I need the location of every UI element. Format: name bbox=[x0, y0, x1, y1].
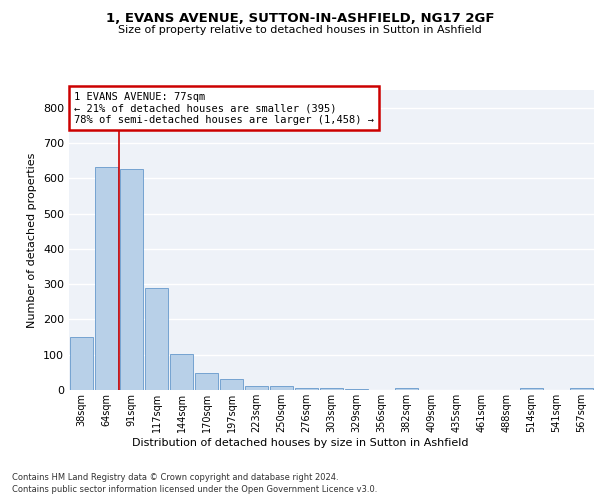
Bar bbox=[295, 388, 318, 390]
Bar bbox=[70, 337, 93, 390]
Text: Contains HM Land Registry data © Crown copyright and database right 2024.: Contains HM Land Registry data © Crown c… bbox=[12, 472, 338, 482]
Text: Contains public sector information licensed under the Open Government Licence v3: Contains public sector information licen… bbox=[12, 485, 377, 494]
Bar bbox=[220, 379, 243, 390]
Bar bbox=[395, 388, 418, 390]
Text: Size of property relative to detached houses in Sutton in Ashfield: Size of property relative to detached ho… bbox=[118, 25, 482, 35]
Y-axis label: Number of detached properties: Number of detached properties bbox=[28, 152, 37, 328]
Bar bbox=[270, 386, 293, 390]
Bar bbox=[245, 386, 268, 390]
Bar bbox=[170, 354, 193, 390]
Text: 1 EVANS AVENUE: 77sqm
← 21% of detached houses are smaller (395)
78% of semi-det: 1 EVANS AVENUE: 77sqm ← 21% of detached … bbox=[74, 92, 374, 124]
Bar bbox=[120, 170, 143, 390]
Bar bbox=[195, 374, 218, 390]
Bar bbox=[320, 388, 343, 390]
Bar bbox=[520, 388, 543, 390]
Bar bbox=[145, 288, 168, 390]
Text: 1, EVANS AVENUE, SUTTON-IN-ASHFIELD, NG17 2GF: 1, EVANS AVENUE, SUTTON-IN-ASHFIELD, NG1… bbox=[106, 12, 494, 26]
Bar bbox=[95, 166, 118, 390]
Text: Distribution of detached houses by size in Sutton in Ashfield: Distribution of detached houses by size … bbox=[132, 438, 468, 448]
Bar bbox=[570, 388, 593, 390]
